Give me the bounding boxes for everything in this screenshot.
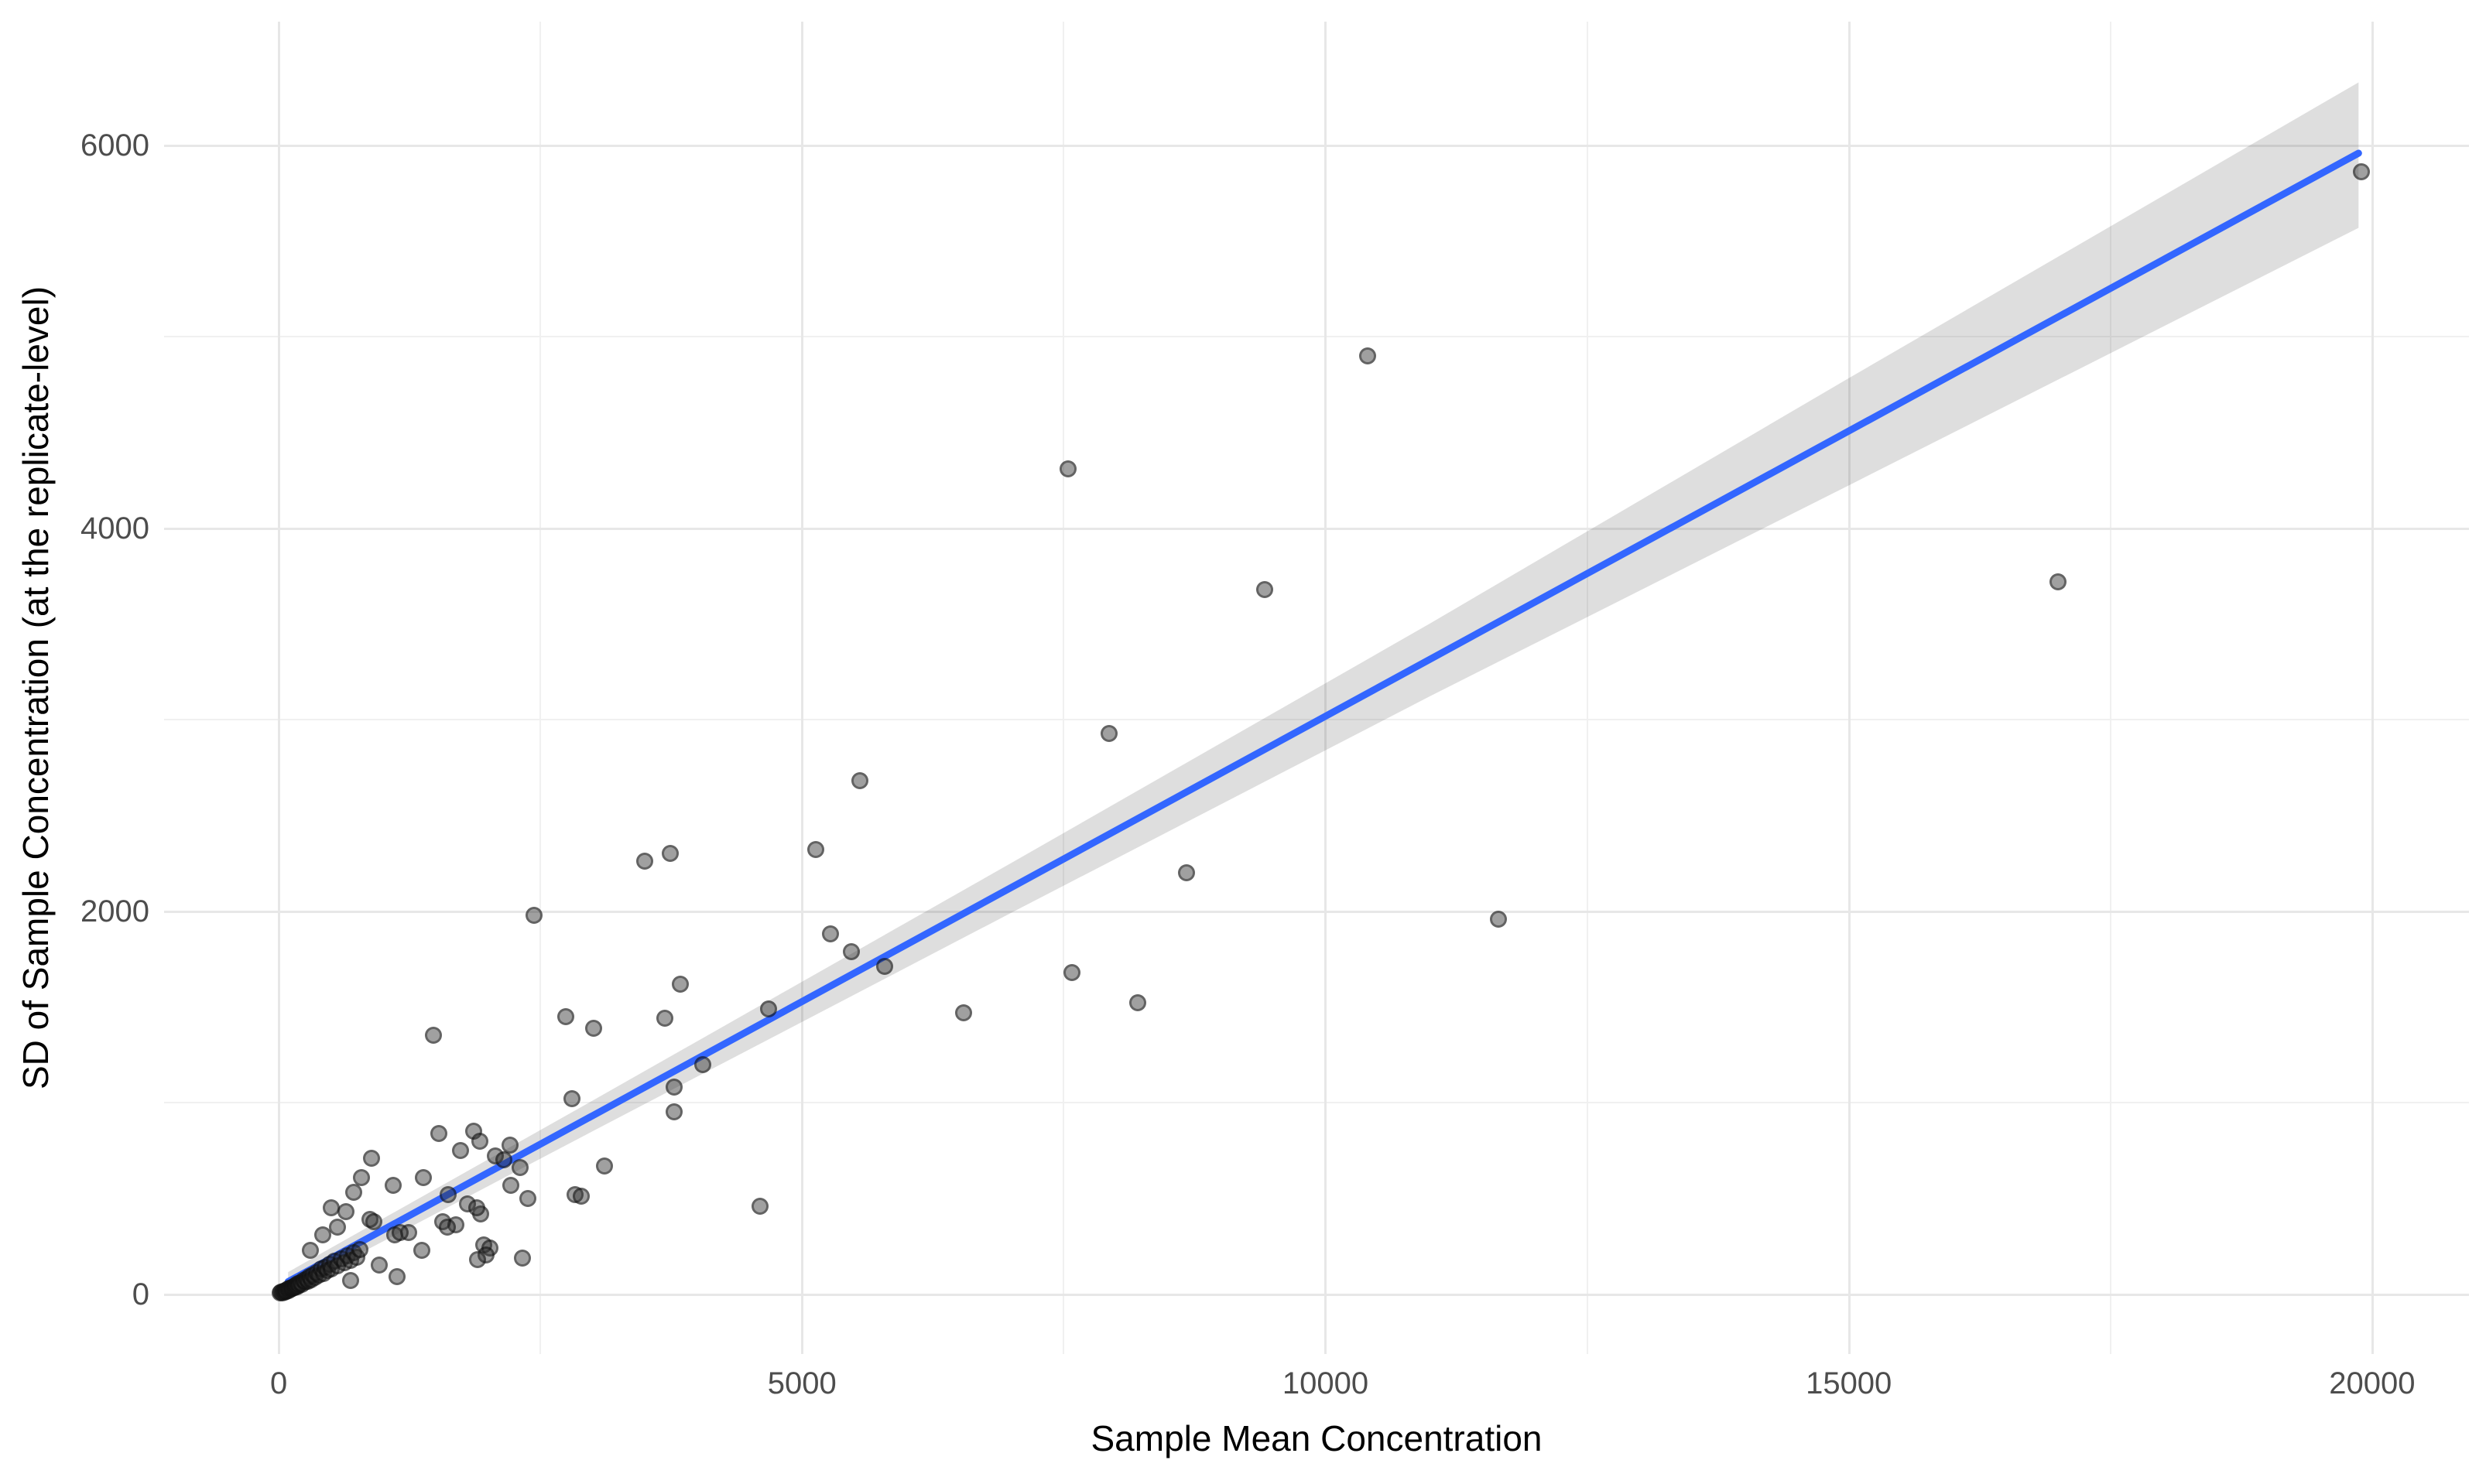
data-point bbox=[595, 1157, 613, 1175]
major-gridline-x bbox=[1847, 22, 1851, 1354]
data-point bbox=[1358, 347, 1376, 365]
data-point bbox=[337, 1203, 354, 1221]
data-point bbox=[467, 1199, 485, 1217]
minor-gridline-y bbox=[164, 1102, 2469, 1104]
data-point bbox=[370, 1257, 388, 1274]
data-point bbox=[514, 1249, 532, 1267]
major-gridline-x bbox=[1324, 22, 1327, 1354]
y-tick-label: 0 bbox=[132, 1277, 149, 1311]
data-point bbox=[563, 1090, 580, 1108]
data-point bbox=[526, 906, 543, 924]
data-point bbox=[413, 1241, 431, 1259]
data-point bbox=[301, 1241, 319, 1259]
data-point bbox=[512, 1159, 529, 1177]
y-axis-title: SD of Sample Concentration (at the repli… bbox=[15, 286, 56, 1090]
data-point bbox=[502, 1176, 520, 1194]
data-point bbox=[425, 1027, 443, 1045]
x-tick-label: 10000 bbox=[1282, 1366, 1369, 1400]
data-point bbox=[954, 1004, 972, 1021]
x-tick-label: 5000 bbox=[767, 1366, 837, 1400]
data-point bbox=[806, 841, 824, 859]
major-gridline-y bbox=[164, 144, 2469, 147]
trend-line bbox=[284, 149, 2362, 1285]
data-point bbox=[345, 1184, 363, 1202]
data-point bbox=[384, 1176, 402, 1194]
data-point bbox=[469, 1251, 487, 1268]
data-point bbox=[1489, 910, 1507, 928]
data-point bbox=[656, 1010, 674, 1028]
data-point bbox=[1256, 580, 1274, 598]
x-axis-title: Sample Mean Concentration bbox=[1091, 1418, 1543, 1458]
data-point bbox=[760, 1000, 777, 1017]
data-point bbox=[1100, 724, 1118, 742]
data-point bbox=[1129, 994, 1147, 1012]
data-point bbox=[471, 1132, 488, 1150]
data-point bbox=[501, 1136, 519, 1154]
major-gridline-x bbox=[278, 22, 281, 1354]
data-point bbox=[2049, 573, 2067, 591]
data-point bbox=[2353, 163, 2371, 181]
y-tick-label: 6000 bbox=[80, 128, 149, 162]
data-point bbox=[351, 1241, 368, 1259]
data-point bbox=[452, 1141, 470, 1159]
data-point bbox=[572, 1188, 590, 1205]
minor-gridline-x bbox=[1586, 22, 1588, 1354]
data-point bbox=[388, 1268, 406, 1286]
data-point bbox=[666, 1079, 683, 1096]
data-point bbox=[391, 1224, 409, 1242]
data-point bbox=[352, 1168, 370, 1186]
data-point bbox=[752, 1197, 769, 1215]
data-point bbox=[666, 1103, 683, 1121]
y-tick-label: 2000 bbox=[80, 894, 149, 928]
data-point bbox=[342, 1272, 360, 1290]
data-point bbox=[414, 1168, 432, 1186]
data-point bbox=[328, 1218, 346, 1236]
major-gridline-x bbox=[801, 22, 804, 1354]
data-point bbox=[1063, 963, 1081, 981]
data-point bbox=[313, 1226, 331, 1243]
data-point bbox=[693, 1055, 711, 1073]
major-gridline-y bbox=[164, 910, 2469, 913]
data-point bbox=[821, 925, 839, 943]
major-gridline-y bbox=[164, 1293, 2469, 1296]
data-point bbox=[363, 1149, 381, 1167]
data-point bbox=[495, 1151, 512, 1169]
data-point bbox=[438, 1218, 456, 1236]
data-point bbox=[672, 975, 690, 993]
data-point bbox=[556, 1007, 574, 1025]
data-point bbox=[661, 845, 679, 863]
major-gridline-x bbox=[2371, 22, 2374, 1354]
data-point bbox=[440, 1185, 457, 1203]
minor-gridline-x bbox=[1063, 22, 1065, 1354]
y-tick-label: 4000 bbox=[80, 511, 149, 545]
x-tick-label: 15000 bbox=[1806, 1366, 1892, 1400]
data-point bbox=[876, 958, 894, 976]
minor-gridline-x bbox=[2109, 22, 2111, 1354]
minor-gridline-x bbox=[539, 22, 542, 1354]
regression-smooth-layer bbox=[284, 82, 2362, 1291]
minor-gridline-y bbox=[164, 336, 2469, 338]
x-tick-label: 20000 bbox=[2329, 1366, 2416, 1400]
x-tick-label: 0 bbox=[269, 1366, 288, 1400]
major-gridline-y bbox=[164, 527, 2469, 530]
data-point bbox=[365, 1212, 383, 1230]
data-point bbox=[585, 1019, 603, 1037]
data-point bbox=[842, 942, 860, 960]
data-point bbox=[519, 1189, 536, 1207]
data-point bbox=[430, 1124, 447, 1142]
data-point bbox=[636, 853, 654, 870]
plot-panel bbox=[164, 22, 2469, 1354]
data-point bbox=[851, 772, 868, 790]
data-point bbox=[1059, 460, 1077, 478]
confidence-band bbox=[288, 82, 2359, 1291]
data-point bbox=[1177, 864, 1195, 882]
